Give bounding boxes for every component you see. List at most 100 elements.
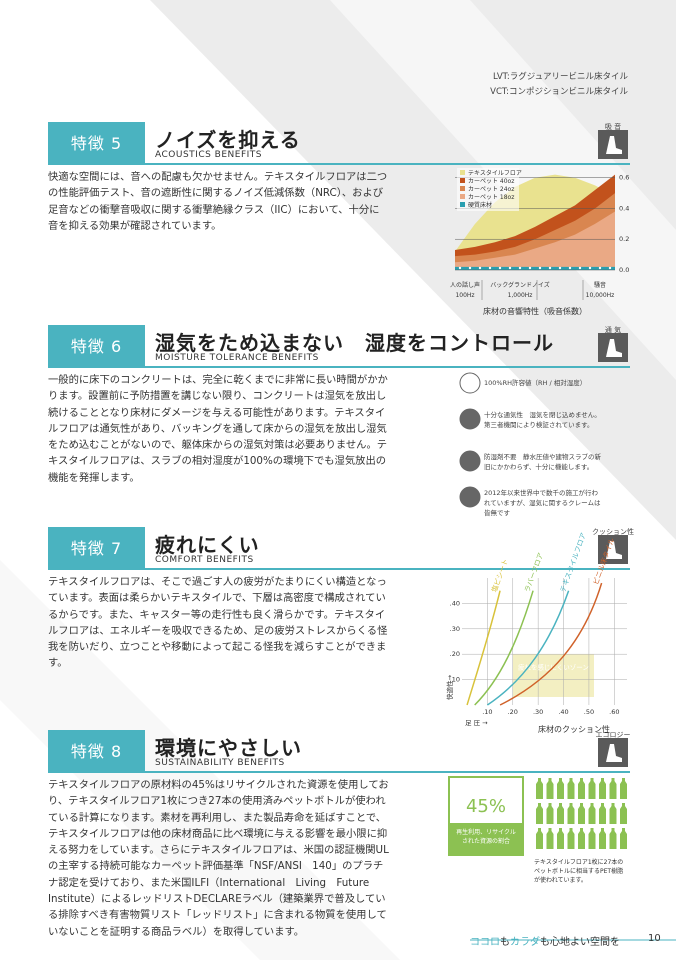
wave-dot [558,266,562,270]
chart-title: 床材のクッション性 [538,724,610,734]
body-line: の主宰する持続可能なカーペット評価基準「NSF/ANSI 140」のプラチ [48,860,384,873]
section-rule [145,366,630,368]
body-line: る排除すべき有害物質リスト「レッドリスト」に含まれる物質を使用して [48,909,387,922]
caption-line: 再生利用、リサイクル [456,829,516,836]
y-tick-label: 0.0 [619,266,629,274]
legend-box [457,168,519,211]
line [466,590,501,706]
bottle [567,778,575,799]
header-note: LVT:ラグジュアリービニル床タイル [493,72,628,82]
y-tick-label: 0.2 [619,235,629,243]
area [455,211,615,270]
moisture-line: 皆無です [484,509,510,517]
tagline-part: カラダ [510,937,540,948]
bottle [599,803,606,824]
section-rule [145,163,630,165]
wave-dot [578,266,582,270]
footer-tagline: ココロもカラダも心地よい空間を [470,933,620,948]
legend-swatch [460,186,465,191]
wave-dot [538,266,542,270]
icon-label: エコロジー [595,731,631,739]
body-line: 続けることとなり床材にダメージを与える可能性があります。テキスタイ [48,406,386,419]
icon-glyph [606,339,622,357]
y-tick-label: 0.4 [619,204,629,212]
section-badge: 特徴 8 [48,730,145,773]
body-line: ります。設置前に予防措置を講じない限り、コンクリートは湿気を放出し [48,390,387,403]
body-line: るからです。また、キャスター等の走行性も良く滑らかです。テキスタイ [48,608,386,621]
section-icon [598,130,628,159]
wave-dot [608,266,612,270]
section-subtitle: SUSTAINABILITY BENEFITS [155,758,285,768]
bottle [536,828,543,849]
legend-swatch [460,170,465,175]
line [486,590,570,706]
wave-dot [598,266,602,270]
wave-dot [468,266,472,270]
x-label-name: バックグランドノイズ [490,281,549,289]
x-tick-label: .50 [584,708,594,716]
moisture-icon [459,486,481,508]
x-tick-label: .10 [482,708,492,716]
moisture-text: 2012年以来世界中で数千の施工が行わ れていますが、湿気に関するクレームは 皆無で… [484,488,600,518]
tagline-part: ココロ [470,937,500,948]
body-line: す。 [48,657,68,670]
bottle [578,778,585,799]
series-label: テキスタイルフロア [558,531,588,593]
section-body: テキスタイルフロアは、そこで過ごす人の疲労がたまりにくい構造となっ ています。表面… [48,574,418,672]
section-subtitle: COMFORT BENEFITS [155,555,254,565]
bottle [620,828,627,849]
moisture-text: 防湿剤不要 静水圧値や建物スラブの新 旧にかかわらず、十分に機能します。 [484,452,601,472]
legend-label: カーペット 24oz [468,186,514,193]
legend-label: カーペット 40oz [468,178,514,185]
area [455,266,615,270]
section-badge: 特徴 7 [48,527,145,570]
legend-label: カーペット 18oz [468,194,514,201]
moisture-line: 100%RH許容値（RH / 相対湿度） [484,379,587,387]
x-label-freq: 10,000Hz [586,292,615,299]
moisture-icon [459,372,481,394]
percent-box: 45% 再生利用、リサイクル された資源の割合 [448,776,524,856]
bottle [536,803,543,824]
icon-circle [459,450,481,472]
moisture-line: 防湿剤不要 静水圧値や建物スラブの新 [484,453,601,461]
x-tick-label: .40 [558,708,568,716]
wave-dot [568,266,572,270]
bottle [546,828,554,849]
icon-circle [459,372,481,394]
caption-line: テキスタイルフロア1枚に27本の [534,859,624,866]
y-tick-label: .30 [450,625,460,633]
icon-circle [459,486,481,508]
series-label: 塩ビシート [489,557,509,593]
bottle [620,803,627,824]
body-line: テキスタイルフロアは、そこで過ごす人の疲労がたまりにくい構造となっ [48,576,387,588]
body-line: 快適な空間には、音への配慮も欠かせません。テキスタイルフロアは二つ [48,171,388,183]
bottle [557,828,564,849]
legend-label: テキスタイルフロア [468,169,522,177]
legend-swatch [460,202,465,207]
section-body: 快適な空間には、音への配慮も欠かせません。テキスタイルフロアは二つ の性能評価テス… [48,169,418,234]
body-line: 音を抑える効果が確認されています。 [48,219,222,232]
bottle [546,778,554,799]
moisture-line: 第三者機関により検証されています。 [484,421,594,429]
caption-line: された資源の割合 [461,838,510,845]
wave-dot [478,266,482,270]
bottle [599,778,606,799]
x-label-freq: 100Hz [455,292,474,299]
x-tick-label: .30 [533,708,543,716]
moisture-icon [459,450,481,472]
body-line: ルフロアは、エネルギーを吸収できるため、足の疲労ストレスからくる怪 [48,624,388,637]
section-rule [145,771,630,773]
bottle [609,828,617,849]
wave-dot [488,266,492,270]
section-rule [145,568,630,570]
bottle [578,803,585,824]
x-axis-label: 足 圧 → [465,719,488,727]
body-line: ナ認定を受けており、また米国ILFI（International Living … [48,876,370,889]
body-line: テキスタイルフロアは他の床材商品に比べ環境に与える影響を最小限に抑 [48,827,388,840]
caption-line: ペットボトルに相当するPET樹脂 [534,868,624,875]
caption-line: が使われています。 [534,877,587,884]
wave-dot [588,266,592,270]
section-title: 環境にやさしい [155,736,302,760]
body-line: いないことを証明する商品ラベル）を取得しています。 [48,925,305,938]
